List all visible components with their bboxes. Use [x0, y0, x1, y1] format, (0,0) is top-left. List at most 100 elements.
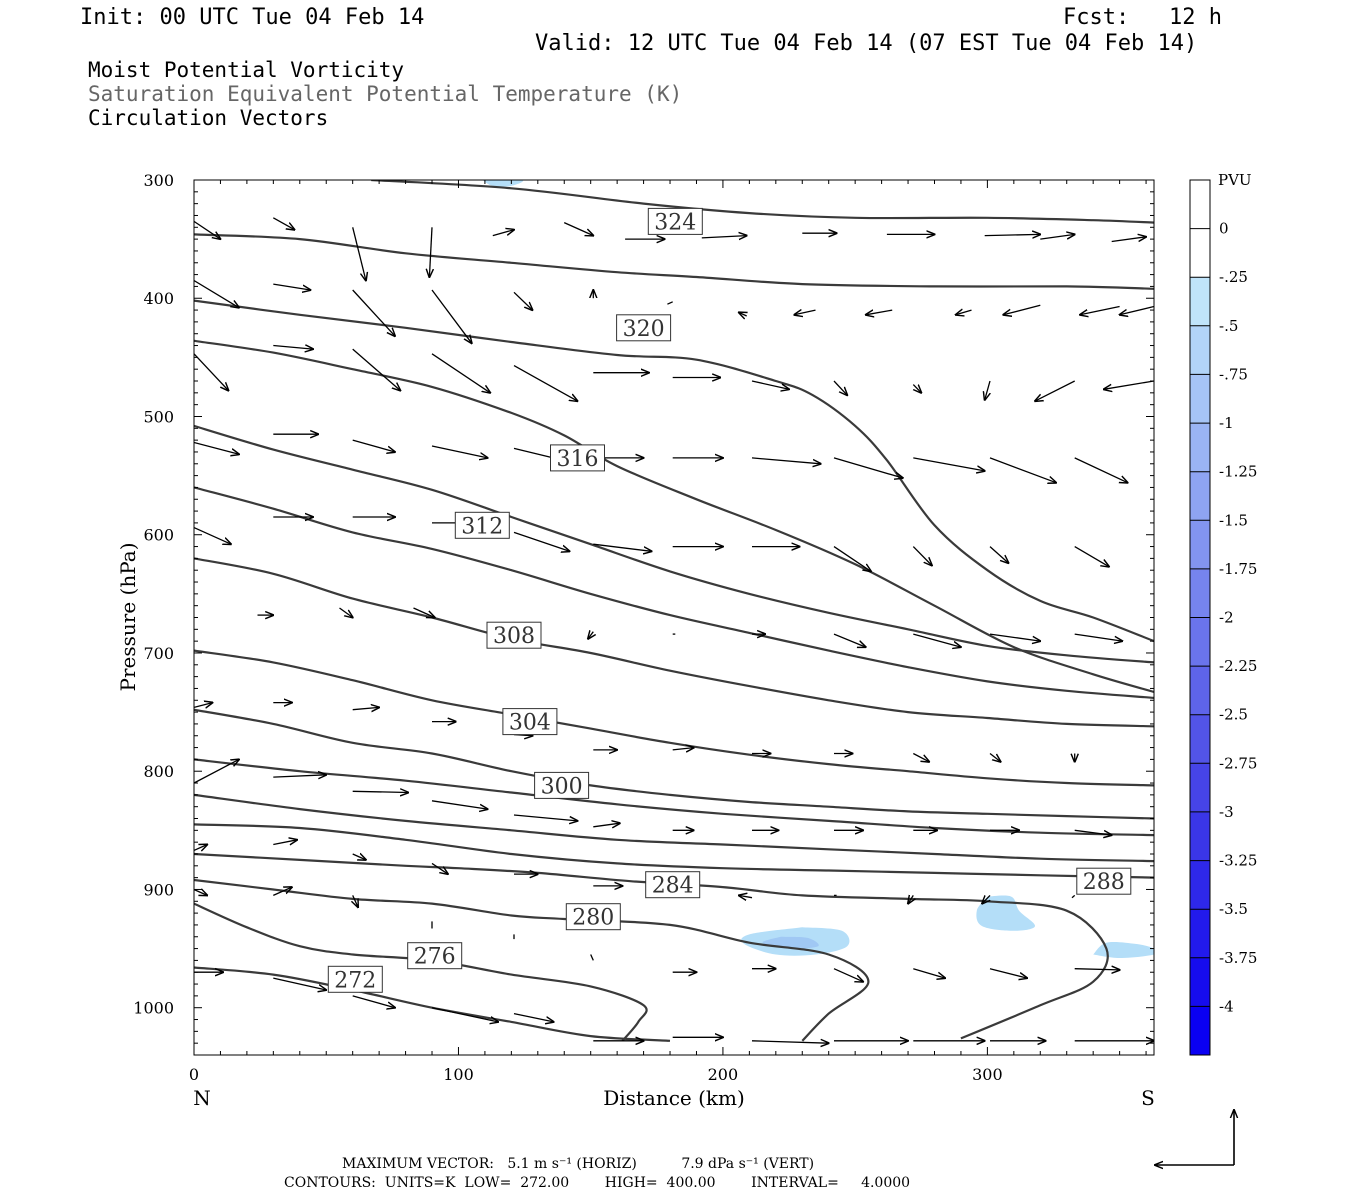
circulation-vector [739, 312, 747, 316]
circulation-vector [194, 527, 231, 545]
y-tick-label: 800 [143, 762, 174, 781]
circulation-vector [912, 546, 932, 566]
circulation-vector [593, 823, 620, 827]
y-tick-label: 600 [143, 526, 174, 545]
field-label-theta-es: Saturation Equivalent Potential Temperat… [88, 82, 683, 106]
x-end-label-south: S [1141, 1086, 1155, 1110]
x-tick-label: 100 [443, 1065, 474, 1084]
circulation-vector [352, 227, 366, 280]
contour-label-280: 280 [565, 903, 621, 931]
colorbar-swatch [1190, 909, 1210, 959]
contour-304 [194, 649, 1154, 787]
contour-324 [371, 180, 1154, 224]
contour-272 [194, 966, 671, 1042]
contour-label-text: 312 [461, 514, 503, 539]
colorbar-swatch [1190, 180, 1210, 230]
colorbar-swatch [1190, 811, 1210, 862]
circulation-vector [339, 607, 353, 618]
colorbar-tick-label: -2 [1219, 609, 1234, 627]
colorbar: 0 -.25 -.5 -.75 -1 -1.25 -1.5 -1.75 -2 -2.25 -2.5 -… [1189, 179, 1257, 1056]
circulation-vector [751, 457, 821, 464]
axis-ticks: 300 400 500 600 700 800 900 1000 0 100 200 300 [133, 171, 1154, 1084]
circulation-vector [913, 968, 945, 978]
valid-time: Valid: 12 UTC Tue 04 Feb 14 (07 EST Tue … [535, 31, 1198, 56]
colorbar-swatch [1190, 471, 1210, 521]
contour-labels: 324 320 316 312 308 304 300 288 284 280 276 272 [327, 207, 1132, 993]
colorbar-tick-label: -3.75 [1219, 949, 1257, 967]
colorbar-tick-label: -.5 [1219, 317, 1238, 335]
circulation-vector [701, 236, 747, 238]
contour-label-312: 312 [454, 511, 510, 539]
x-axis-label: Distance (km) [603, 1086, 745, 1110]
colorbar-swatch [1190, 325, 1210, 375]
circulation-vector [194, 703, 213, 708]
circulation-vector [956, 310, 972, 315]
colorbar-tick-label: -1.25 [1219, 463, 1257, 481]
circulation-vector [273, 840, 297, 845]
contour-300 [194, 708, 1154, 820]
pv-shading [482, 180, 1154, 958]
y-tick-label: 700 [143, 644, 174, 663]
circulation-vector [1080, 305, 1120, 315]
circulation-vector [908, 895, 913, 903]
colorbar-swatch [1190, 860, 1210, 910]
circulation-vector [989, 968, 1027, 978]
circulation-vector [984, 234, 1041, 235]
y-tick-label: 400 [143, 289, 174, 308]
y-axis-label: Pressure (hPa) [116, 543, 140, 692]
circulation-vector [273, 887, 292, 896]
circulation-vector [352, 439, 395, 452]
colorbar-swatch [1190, 666, 1210, 716]
circulation-vector [833, 457, 903, 478]
circulation-vector [912, 752, 929, 762]
pv-patch-3 [1093, 941, 1154, 958]
circulation-vector [866, 310, 893, 315]
colorbar-swatch [1190, 568, 1210, 618]
circulation-vector [1074, 969, 1120, 970]
contour-label-text: 316 [557, 447, 599, 472]
field-label-vectors: Circulation Vectors [88, 106, 329, 130]
circulation-vector [194, 845, 207, 851]
circulation-vector [431, 445, 488, 458]
max-vector-info: MAXIMUM VECTOR: 5.1 m s⁻¹ (HORIZ) 7.9 dP… [342, 1156, 815, 1172]
circulation-vector [273, 283, 310, 290]
contour-320 [194, 299, 1154, 643]
contour-316 [194, 424, 1154, 664]
colorbar-swatch [1190, 957, 1210, 1007]
circulation-vector [982, 894, 990, 903]
colorbar-swatch [1190, 228, 1210, 278]
colorbar-tick-label: -3.5 [1219, 900, 1248, 918]
circulation-vector [833, 546, 871, 572]
colorbar-tick-label: -3 [1219, 803, 1234, 821]
contour-label-316: 316 [550, 444, 605, 472]
circulation-vector [194, 441, 239, 455]
x-tick-label: 0 [189, 1065, 199, 1084]
colorbar-units: PVU [1218, 171, 1252, 189]
circulation-vector [672, 748, 694, 750]
contour-label-text: 280 [572, 906, 614, 931]
circulation-vector [413, 607, 435, 618]
contour-label-304: 304 [502, 708, 558, 736]
circulation-vector [272, 217, 294, 230]
circulation-vector [985, 380, 990, 400]
circulation-vector [513, 291, 533, 310]
circulation-vector [593, 543, 651, 551]
circulation-vector [1003, 304, 1041, 315]
circulation-vector [913, 633, 961, 647]
contour-label-276: 276 [407, 942, 463, 970]
colorbar-tick-label: -2.75 [1219, 754, 1257, 772]
circulation-vector [913, 457, 984, 471]
circulation-vector [431, 1007, 498, 1022]
colorbar-swatch [1190, 617, 1210, 667]
contour-296 [194, 758, 1154, 837]
y-tick-label: 1000 [133, 999, 174, 1018]
colorbar-tick-label: 0 [1219, 220, 1229, 238]
circulation-vector [429, 227, 432, 277]
contour-322 [194, 233, 1154, 290]
circulation-vector [352, 707, 379, 709]
circulation-vector [989, 633, 1040, 641]
colorbar-swatch [1190, 763, 1210, 813]
contour-label-308: 308 [486, 621, 542, 649]
colorbar-tick-label: -2.5 [1219, 706, 1248, 724]
circulation-vector [431, 862, 448, 874]
